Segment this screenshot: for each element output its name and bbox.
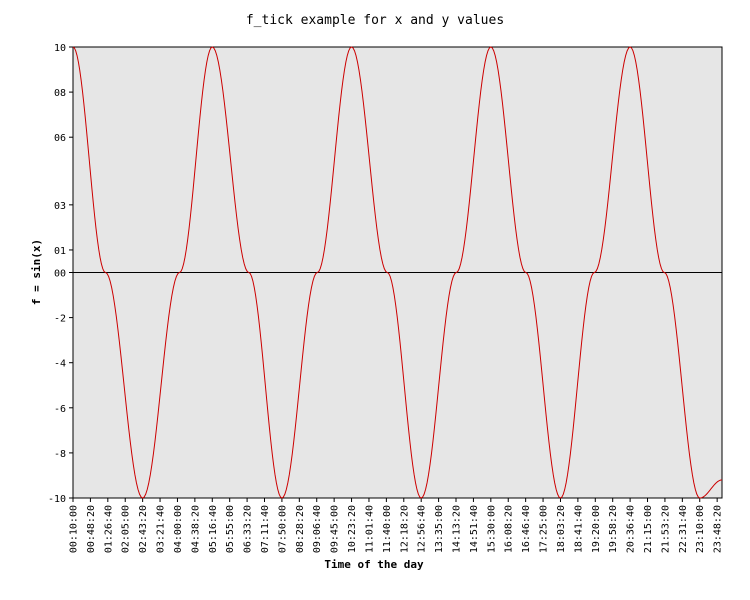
x-tick-label: 07:50:00	[277, 505, 288, 553]
x-tick-label: 04:00:00	[173, 505, 184, 553]
x-tick-label: 23:48:20	[713, 505, 724, 553]
x-tick-label: 23:10:00	[695, 505, 706, 553]
x-tick-label: 08:28:20	[295, 505, 306, 553]
x-tick-label: 21:53:20	[660, 505, 671, 553]
x-tick-label: 05:55:00	[225, 505, 236, 553]
y-tick-label: 08	[54, 88, 66, 99]
x-tick-label: 04:38:20	[190, 505, 201, 553]
x-tick-label: 17:25:00	[539, 505, 550, 553]
x-tick-label: 13:35:00	[434, 505, 445, 553]
x-tick-label: 12:18:20	[399, 505, 410, 553]
y-tick-label: 06	[54, 133, 66, 144]
x-tick-label: 15:30:00	[486, 505, 497, 553]
x-tick-label: 10:23:20	[347, 505, 358, 553]
chart-title: f_tick example for x and y values	[246, 13, 504, 28]
x-tick-label: 01:26:40	[103, 505, 114, 553]
x-tick-label: 03:21:40	[156, 505, 167, 553]
x-tick-label: 21:15:00	[643, 505, 654, 553]
x-tick-label: 05:16:40	[208, 505, 219, 553]
y-tick-label: 01	[54, 246, 66, 257]
x-tick-label: 20:36:40	[626, 505, 637, 553]
x-tick-label: 02:05:00	[121, 505, 132, 553]
x-tick-label: 06:33:20	[243, 505, 254, 553]
x-axis-title: Time of the day	[324, 558, 424, 571]
x-tick-label: 16:46:40	[521, 505, 532, 553]
x-tick-label: 19:58:20	[608, 505, 619, 553]
y-tick-label: -4	[54, 359, 66, 370]
x-tick-label: 00:48:20	[86, 505, 97, 553]
x-tick-label: 12:56:40	[417, 505, 428, 553]
y-tick-label: -6	[54, 404, 66, 415]
x-tick-label: 14:13:20	[452, 505, 463, 553]
y-tick-label: -8	[54, 449, 66, 460]
x-tick-label: 16:08:20	[504, 505, 515, 553]
x-axis-ticks: 00:10:00 00:48:20 01:26:40 02:05:00 02:43:20…	[69, 498, 724, 553]
x-tick-label: 11:40:00	[382, 505, 393, 553]
y-tick-label: 03	[54, 201, 66, 212]
x-tick-label: 18:41:40	[573, 505, 584, 553]
x-tick-label: 19:20:00	[591, 505, 602, 553]
x-tick-label: 09:45:00	[330, 505, 341, 553]
y-tick-label: -10	[48, 494, 66, 505]
x-tick-label: 07:11:40	[260, 505, 271, 553]
y-tick-label: -2	[54, 314, 66, 325]
x-tick-label: 00:10:00	[69, 505, 80, 553]
y-tick-label: 10	[54, 43, 66, 54]
y-axis-ticks: 10 08 06 03 01 00 -2 -4 -6 -8 -10	[48, 43, 73, 505]
x-tick-label: 18:03:20	[556, 505, 567, 553]
x-tick-label: 11:01:40	[364, 505, 375, 553]
x-tick-label: 09:06:40	[312, 505, 323, 553]
x-tick-label: 22:31:40	[678, 505, 689, 553]
x-tick-label: 02:43:20	[138, 505, 149, 553]
series-line	[72, 46, 723, 499]
y-tick-label: 00	[54, 269, 66, 280]
x-tick-label: 14:51:40	[469, 505, 480, 553]
y-axis-title: f = sin(x)	[30, 239, 43, 305]
